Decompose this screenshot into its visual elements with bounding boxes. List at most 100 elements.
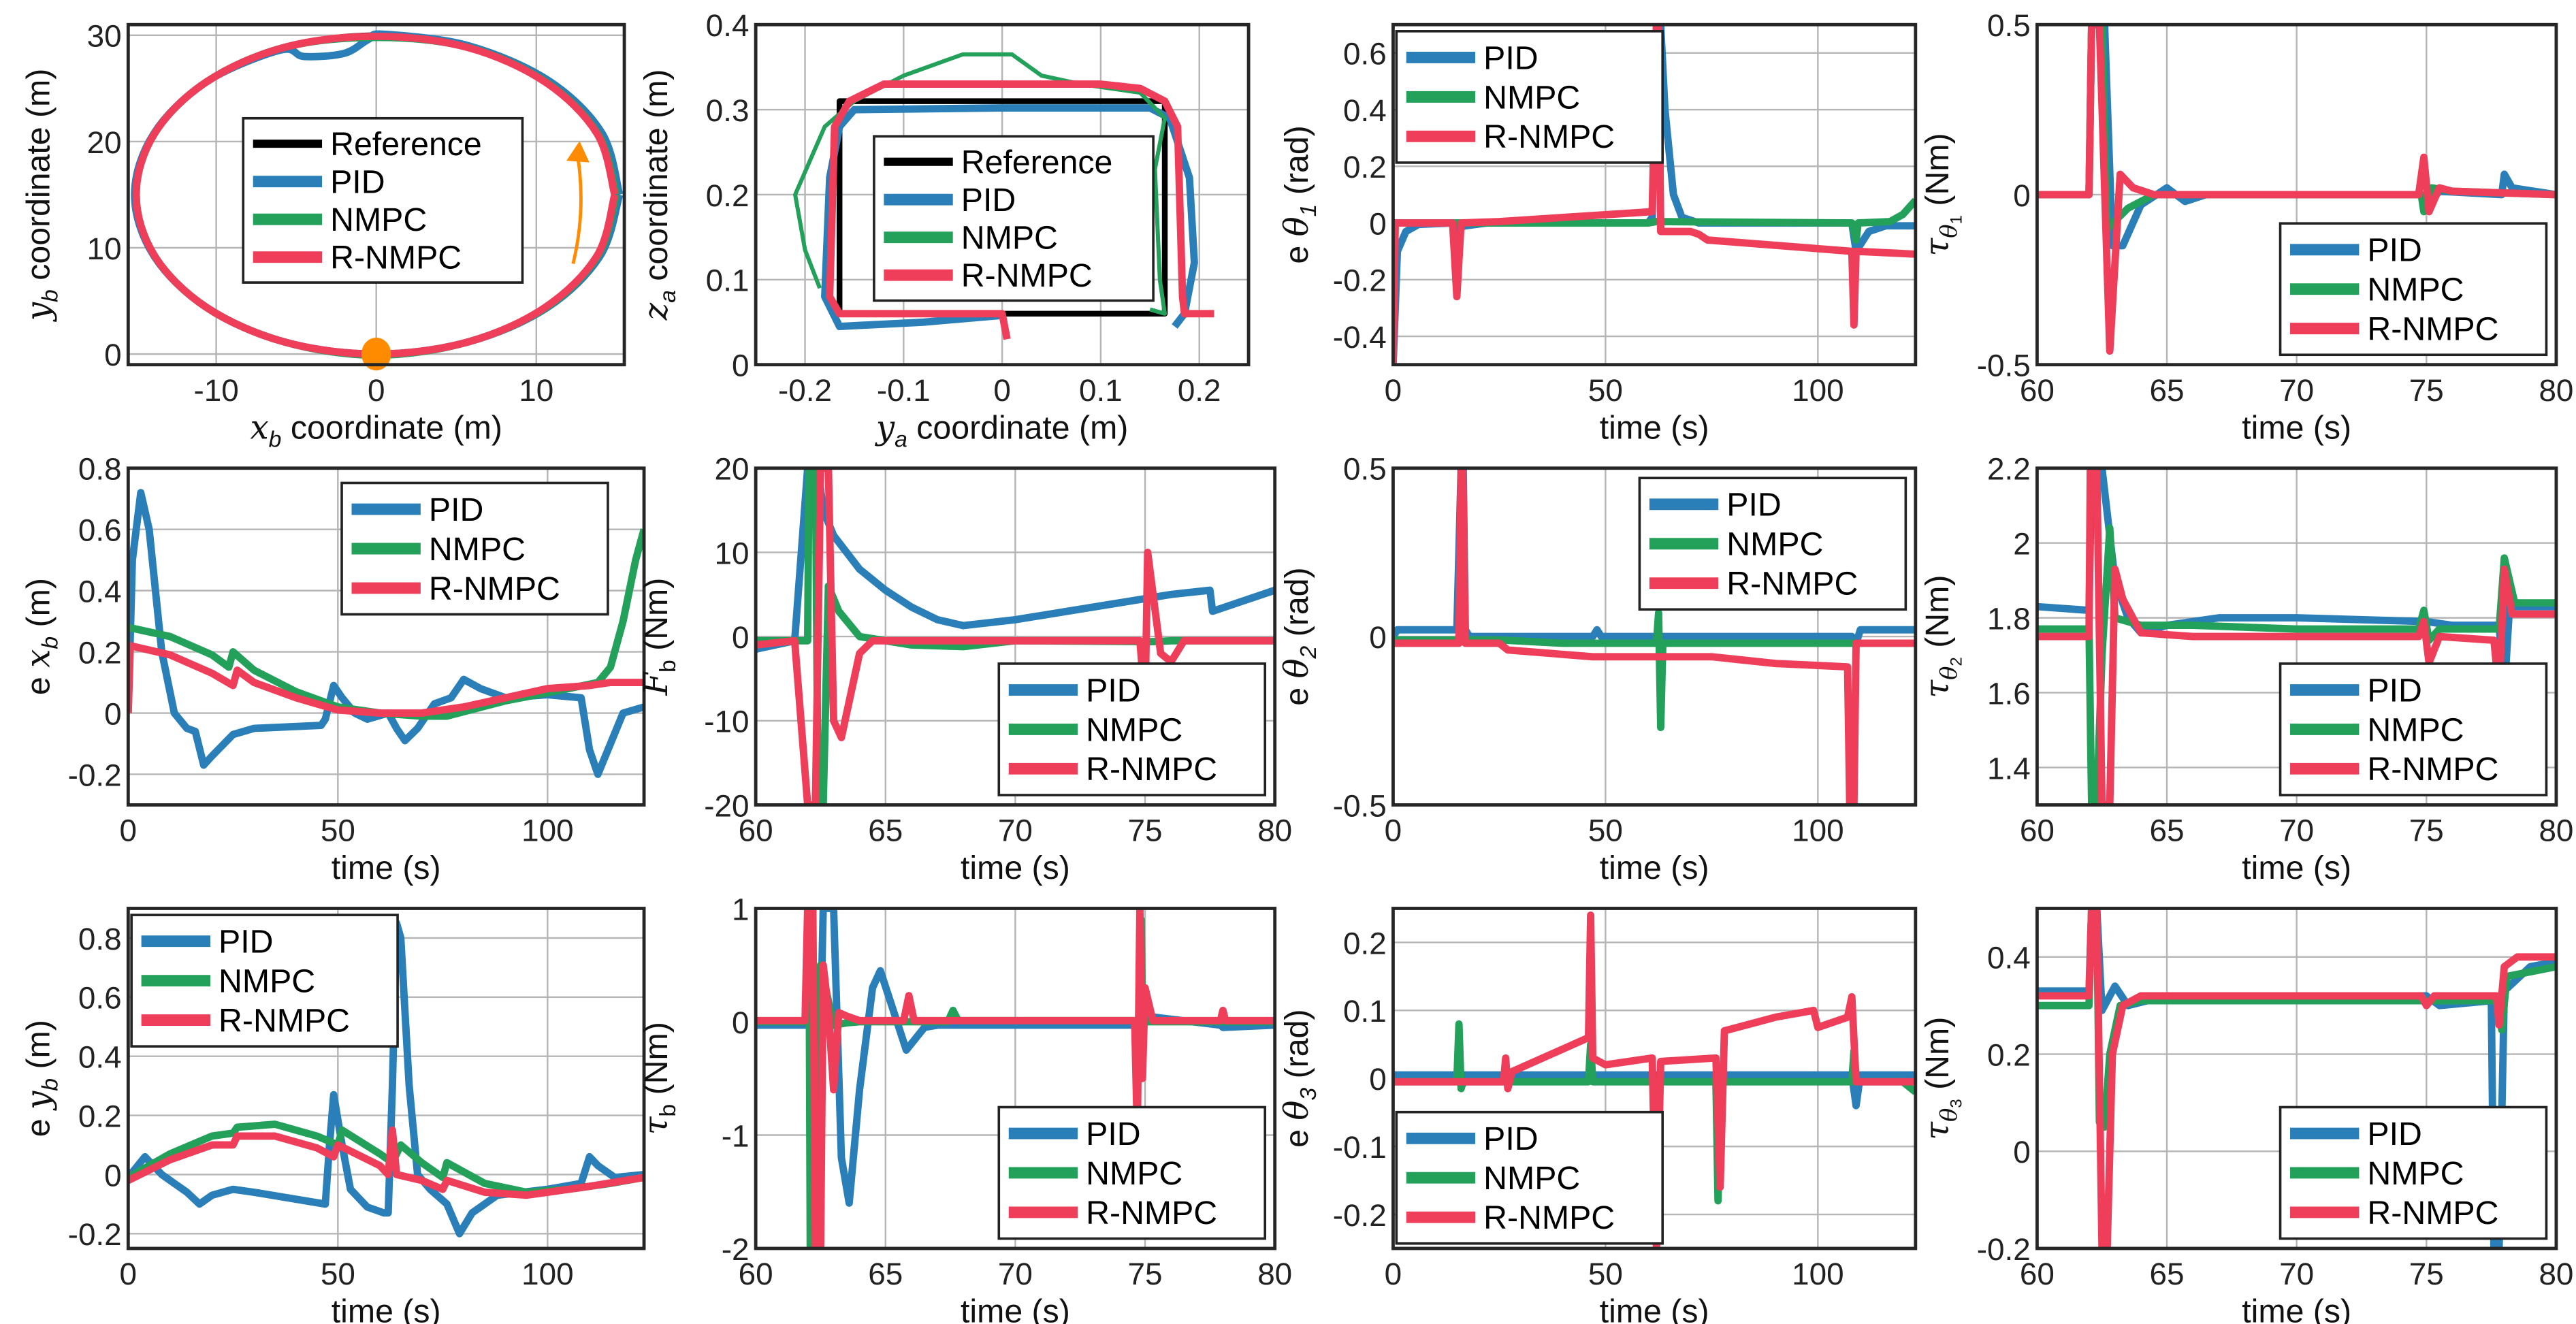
legend-label: PID [2367, 1116, 2421, 1152]
y-tick-label: 0 [1369, 620, 1386, 655]
y-axis-label: τθ2 (Nm) [1918, 575, 1965, 698]
label-symbol: y [19, 1091, 57, 1111]
label-suffix: time (s) [961, 850, 1070, 886]
y-axis-label: e θ1 (rad) [1278, 125, 1321, 263]
x-tick-label: -10 [193, 373, 238, 408]
legend-item-r-nmpc: R-NMPC [1649, 566, 1858, 602]
label-suffix: (Nm) [1919, 575, 1956, 658]
legend-item-nmpc: NMPC [1406, 1160, 1580, 1197]
axes-box [754, 466, 1277, 807]
label-suffix: time (s) [2242, 1293, 2351, 1324]
series-line-r-nmpc [128, 1126, 645, 1199]
label-subscript: b [269, 426, 282, 452]
arrow-head-icon [566, 141, 590, 163]
axes-box [754, 22, 1251, 367]
x-tick-label: 65 [2150, 1257, 2185, 1291]
x-tick-label: 60 [739, 1257, 773, 1291]
y-tick-label: 30 [87, 19, 122, 54]
x-axis-label: time (s) [332, 1293, 441, 1324]
y-tick-label: -0.2 [68, 1217, 122, 1252]
legend-item-pid: PID [1008, 1116, 1141, 1152]
y-axis-label: Fb (Nm) [637, 578, 681, 696]
x-tick-label: 70 [2279, 813, 2314, 848]
label-prefix: e [1278, 1120, 1315, 1148]
label-suffix: (Nm) [1919, 133, 1956, 215]
x-tick-label: 80 [2539, 373, 2573, 408]
y-tick-label: 0.1 [706, 263, 750, 298]
legend-item-pid: PID [1008, 672, 1141, 709]
legend-item-r-nmpc: R-NMPC [2290, 311, 2498, 348]
x-tick-label: 65 [2150, 813, 2185, 848]
label-symbol: θ [1278, 216, 1316, 236]
legend-item-pid: PID [141, 924, 273, 960]
series-group [793, 52, 1214, 340]
series-line-r-nmpc [2037, 908, 2556, 1248]
series-group [1393, 468, 1916, 805]
label-suffix: coordinate (m) [20, 69, 57, 289]
subplot-e-yb: 0 50 100 -0.2 0 0.2 0.4 0.6 0.8 time (s) e yb (m) P… [19, 907, 646, 1324]
x-tick-label: 75 [1128, 813, 1163, 848]
axes-box [754, 907, 1277, 1250]
x-axis-label: time (s) [2242, 1293, 2351, 1324]
y-tick-label: 0 [1369, 1062, 1386, 1097]
x-tick-label: 50 [321, 1257, 355, 1291]
label-suffix: time (s) [961, 1293, 1070, 1324]
legend-item-nmpc: NMPC [141, 963, 315, 1000]
y-tick-label: 0 [1369, 206, 1386, 241]
y-tick-label: -0.1 [1333, 1130, 1387, 1165]
series-line-r-nmpc [826, 80, 1214, 340]
legend-label: PID [1726, 487, 1781, 523]
x-tick-label: 60 [739, 813, 773, 848]
y-axis-label: e yb (m) [19, 1020, 63, 1137]
legend-label: NMPC [1086, 711, 1182, 748]
label-subscript: 1 [1947, 215, 1965, 224]
label-subsymbol: θ [1935, 1108, 1962, 1122]
series-line-r-nmpc [756, 468, 1275, 805]
label-suffix: time (s) [332, 850, 441, 886]
legend-label: NMPC [1483, 1160, 1580, 1197]
axes-box [2035, 907, 2558, 1250]
x-tick-label: 0 [1385, 1257, 1402, 1291]
legend-item-nmpc: NMPC [2290, 711, 2464, 748]
y-tick-label: 0.6 [1343, 37, 1387, 71]
y-tick-label: 0.3 [706, 93, 750, 128]
x-tick-label: 70 [998, 813, 1033, 848]
y-tick-label: 0.2 [1343, 926, 1387, 960]
legend-item-reference: Reference [253, 126, 482, 163]
subplot-tau-theta3: 60 65 70 75 80 -0.2 0 0.2 0.4 time (s) τθ3 (Nm) PID… [1918, 907, 2573, 1324]
x-tick-label: 0.2 [1178, 373, 1221, 408]
legend-label: NMPC [2367, 711, 2464, 748]
subplot-e-theta3: 0 50 100 -0.2 -0.1 0 0.1 0.2 time (s) e θ3 (rad) P… [1278, 907, 1918, 1324]
y-tick-label: 0.6 [78, 981, 122, 1016]
legend-item-r-nmpc: R-NMPC [351, 570, 560, 607]
label-subscript: b [655, 660, 681, 673]
legend-label: R-NMPC [2367, 311, 2498, 348]
axes-box [1391, 466, 1918, 807]
subplot-tau-b: 60 65 70 75 80 -2 -1 0 1 time (s) τb (Nm) PIDNMPCR-… [637, 892, 1292, 1324]
legend-item-nmpc: NMPC [253, 201, 427, 238]
label-subscript: 2 [1295, 645, 1321, 659]
legend-item-nmpc: NMPC [2290, 1155, 2464, 1192]
series-group [131, 30, 624, 359]
y-axis-label: e θ2 (rad) [1278, 567, 1321, 705]
label-suffix: coordinate (m) [907, 409, 1128, 446]
legend-item-r-nmpc: R-NMPC [1008, 751, 1217, 788]
legend-label: NMPC [1086, 1155, 1182, 1192]
y-tick-label: -0.4 [1333, 320, 1387, 355]
legend-label: PID [1483, 1120, 1538, 1157]
label-suffix: time (s) [1600, 409, 1709, 446]
series-group [128, 919, 645, 1238]
x-axis-label: time (s) [1600, 409, 1709, 446]
label-suffix: (Nm) [638, 1022, 675, 1104]
y-tick-label: -20 [704, 788, 749, 823]
x-tick-label: 70 [998, 1257, 1033, 1291]
label-suffix: (rad) [1278, 567, 1315, 645]
x-tick-label: -0.1 [877, 373, 931, 408]
x-axis-label: xb coordinate (m) [250, 408, 502, 452]
x-axis-label: time (s) [2242, 409, 2351, 446]
label-symbol: θ [1278, 1101, 1316, 1120]
